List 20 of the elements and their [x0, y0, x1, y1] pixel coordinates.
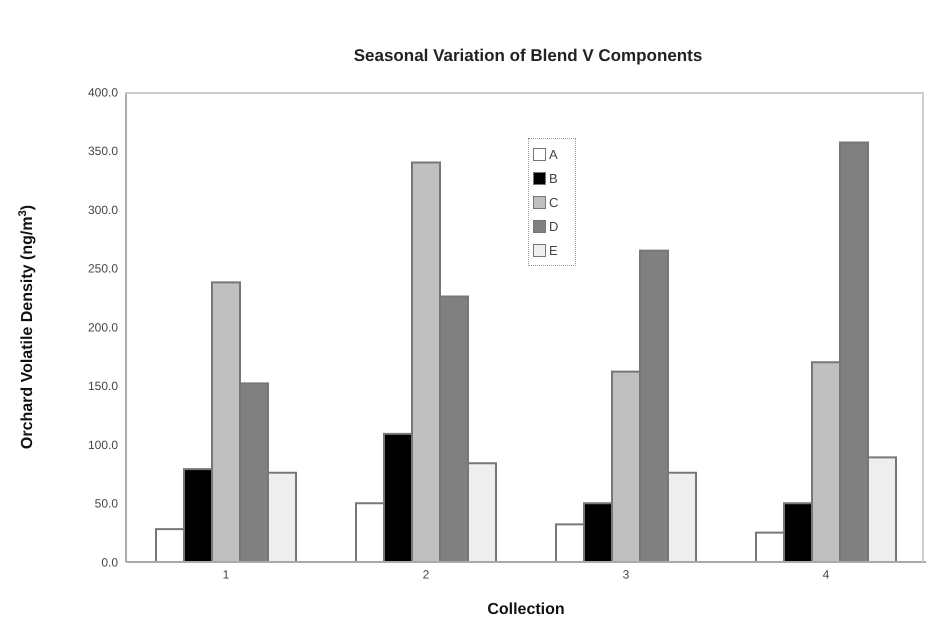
x-axis-title: Collection [487, 601, 565, 618]
legend-label: B [549, 170, 558, 186]
x-tick-label: 1 [222, 568, 230, 582]
y-tick-label: 250.0 [88, 262, 118, 276]
y-tick-label: 0.0 [101, 555, 118, 570]
legend-label: A [549, 146, 558, 162]
x-tick-label: 3 [622, 568, 630, 582]
y-tick-label: 200.0 [88, 320, 118, 334]
y-tick-label: 350.0 [88, 144, 118, 158]
y-tick-label: 400.0 [88, 85, 118, 100]
x-tick-label: 4 [822, 568, 830, 582]
legend-label: D [549, 218, 558, 234]
legend-label: C [549, 194, 558, 210]
x-tick-label: 2 [422, 568, 430, 582]
legend-label: E [549, 242, 558, 258]
y-tick-label: 150.0 [88, 379, 118, 394]
y-tick-label: 100.0 [88, 438, 118, 452]
y-tick-label: 50.0 [94, 496, 118, 511]
y-tick-label: 300.0 [88, 202, 118, 217]
chart-title: Seasonal Variation of Blend V Components [352, 46, 704, 66]
